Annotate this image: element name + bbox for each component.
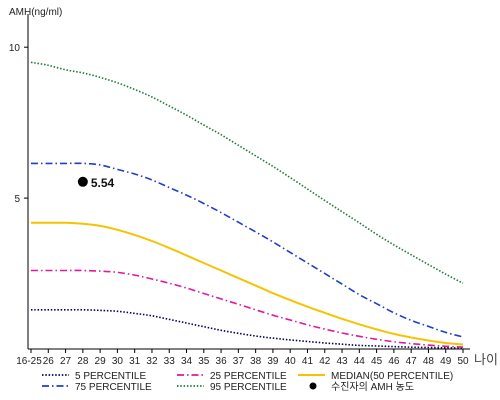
x-tick-label: 31 — [129, 356, 141, 367]
x-tick-label: 32 — [146, 356, 158, 367]
x-tick-label: 44 — [354, 356, 366, 367]
x-tick-label: 35 — [198, 356, 210, 367]
x-tick-label: 42 — [319, 356, 331, 367]
x-tick-label: 38 — [250, 356, 262, 367]
x-tick-label: 29 — [95, 356, 107, 367]
axes: AMH(ng/ml) 나이 — [9, 7, 498, 368]
legend-label-95-percentile: 95 PERCENTILE — [210, 382, 287, 393]
legend-swatch-patient-amh — [309, 382, 317, 390]
x-tick-label: 41 — [302, 356, 314, 367]
x-tick-label: 50 — [457, 356, 469, 367]
x-tick-label: 27 — [60, 356, 72, 367]
legend: 5 PERCENTILE 25 PERCENTILE MEDIAN(50 PERCE… — [42, 371, 453, 393]
x-tick-label: 49 — [440, 356, 452, 367]
x-ticks: 16-25 26 27 28 29 30 31 32 33 34 35 36 37 38 39 40 41 42 4… — [16, 349, 469, 367]
series-line-25-percentile — [30, 269, 464, 348]
series-line-median-50-percentile — [31, 221, 464, 346]
x-tick-label: 46 — [388, 356, 400, 367]
legend-label-median-50-percentile: MEDIAN(50 PERCENTILE) — [331, 371, 453, 382]
y-tick-label: 10 — [9, 43, 21, 54]
data-points: 5.54 — [77, 176, 115, 190]
x-tick-label: 34 — [181, 356, 193, 367]
y-tick-label: 5 — [14, 194, 20, 205]
x-tick-label: 16-25 — [16, 356, 42, 367]
x-tick-label: 28 — [77, 356, 89, 367]
legend-label-patient-amh: 수진자의 AMH 농도 — [331, 381, 414, 393]
series-lines — [30, 61, 464, 349]
series-line-5-percentile — [31, 308, 464, 349]
x-tick-label: 40 — [285, 356, 297, 367]
patient-amh-value-label: 5.54 — [91, 176, 115, 190]
y-axis-title: AMH(ng/ml) — [9, 7, 62, 18]
x-tick-label: 43 — [336, 356, 348, 367]
x-tick-label: 48 — [423, 356, 435, 367]
legend-label-5-percentile: 5 PERCENTILE — [75, 371, 146, 382]
series-line-75-percentile — [31, 162, 464, 338]
x-tick-label: 37 — [233, 356, 245, 367]
y-ticks: 5 10 — [9, 43, 28, 205]
x-tick-label: 36 — [216, 356, 228, 367]
patient-amh-point — [77, 176, 88, 187]
x-tick-label: 33 — [164, 356, 176, 367]
x-axis-title: 나이 — [474, 353, 498, 368]
x-tick-label: 26 — [43, 356, 55, 367]
x-tick-label: 30 — [112, 356, 124, 367]
legend-label-75-percentile: 75 PERCENTILE — [75, 382, 152, 393]
x-tick-label: 47 — [406, 356, 418, 367]
legend-label-25-percentile: 25 PERCENTILE — [210, 371, 287, 382]
series-line-95-percentile — [30, 61, 464, 284]
x-tick-label: 39 — [267, 356, 279, 367]
x-tick-label: 45 — [371, 356, 383, 367]
